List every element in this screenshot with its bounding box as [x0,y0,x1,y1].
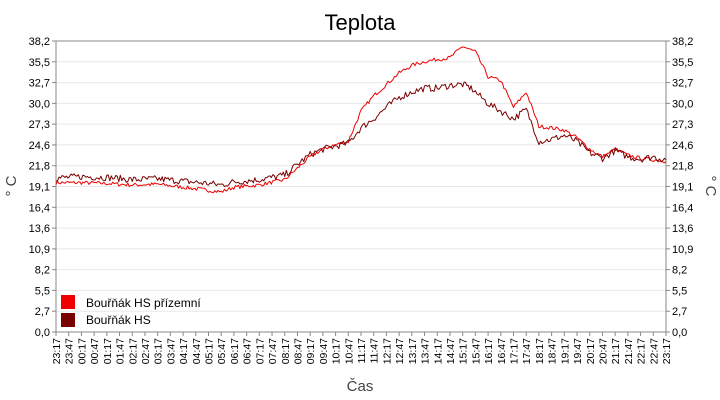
y-tick-label-right: 21,8 [672,161,693,173]
y-axis-label-right: ° C [702,176,719,197]
legend: Bouřňák HS přízemní Bouřňák HS [61,295,201,327]
legend-label-series-2: Bouřňák HS [86,313,151,327]
y-tick-label-right: 35,5 [672,57,693,69]
x-axis-label: Čas [347,378,374,395]
y-tick-label-left: 19,1 [29,182,50,194]
x-tick-label: 03:17 [153,338,165,364]
x-tick-label: 06:17 [229,338,241,364]
x-tick-label: 16:47 [496,338,508,364]
x-tick-label: 11:47 [369,338,381,364]
y-tick-label-right: 24,6 [672,140,693,152]
x-tick-label: 23:47 [64,338,76,364]
x-tick-label: 16:17 [483,338,495,364]
y-axis-label-left: ° C [3,175,20,196]
x-tick-label: 15:47 [470,338,482,364]
y-tick-label-right: 5,5 [672,285,687,297]
x-tick-label: 13:47 [420,338,432,364]
y-tick-label-left: 5,5 [35,285,50,297]
y-tick-label-right: 8,2 [672,265,687,277]
y-axis-right: 0,0 2,7 5,5 8,2 10,9 13,6 16,4 19,1 21,8 24,6 27,3… [666,36,693,339]
y-tick-label-right: 2,7 [672,306,687,318]
x-tick-label: 21:47 [623,338,635,364]
y-tick-label-left: 30,0 [29,98,50,110]
y-tick-label-right: 13,6 [672,223,693,235]
legend-swatch-series-1 [61,295,75,309]
x-tick-label: 03:47 [165,338,177,364]
x-tick-label: 12:17 [381,338,393,364]
x-tick-label: 04:17 [178,338,190,364]
x-tick-label: 22:17 [636,338,648,364]
x-tick-label: 01:47 [115,338,127,364]
y-tick-label-right: 38,2 [672,36,693,48]
x-tick-label: 18:47 [547,338,559,364]
x-tick-label: 00:17 [76,338,88,364]
y-tick-label-left: 21,8 [29,161,50,173]
series-line-1 [55,46,667,194]
x-tick-label: 21:17 [610,338,622,364]
y-tick-label-right: 10,9 [672,244,693,256]
x-tick-label: 17:17 [509,338,521,364]
x-tick-label: 09:47 [318,338,330,364]
x-tick-label: 22:47 [648,338,660,364]
y-tick-label-left: 24,6 [29,140,50,152]
y-tick-label-left: 32,7 [29,78,50,90]
x-tick-label: 17:47 [521,338,533,364]
x-tick-label: 18:17 [534,338,546,364]
x-tick-label: 19:17 [559,338,571,364]
x-tick-label: 01:17 [102,338,114,364]
y-tick-label-left: 8,2 [35,265,50,277]
y-tick-label-right: 30,0 [672,98,693,110]
x-tick-label: 14:17 [432,338,444,364]
x-tick-label: 05:17 [204,338,216,364]
x-tick-label: 13:17 [407,338,419,364]
chart-title: Teplota [325,10,397,35]
y-tick-label-right: 19,1 [672,182,693,194]
y-tick-label-left: 27,3 [29,119,50,131]
x-tick-label: 20:17 [585,338,597,364]
x-tick-label: 08:47 [292,338,304,364]
x-tick-label: 14:47 [445,338,457,364]
x-tick-label: 20:47 [597,338,609,364]
x-tick-label: 15:17 [458,338,470,364]
legend-label-series-1: Bouřňák HS přízemní [86,296,201,310]
x-tick-label: 08:17 [280,338,292,364]
x-tick-label: 02:47 [140,338,152,364]
y-tick-label-right: 27,3 [672,119,693,131]
x-tick-label: 23:17 [51,338,63,364]
grid-lines [56,61,666,312]
x-tick-label: 07:17 [254,338,266,364]
x-tick-label: 05:47 [216,338,228,364]
y-axis-left: 0,0 2,7 5,5 8,2 10,9 13,6 16,4 19,1 21,8 24,6 27,3… [29,36,56,339]
x-tick-label: 23:17 [661,338,673,364]
y-tick-label-left: 10,9 [29,244,50,256]
series-line-2 [55,81,667,187]
y-tick-label-left: 2,7 [35,306,50,318]
x-tick-label: 19:47 [572,338,584,364]
x-tick-label: 11:17 [356,338,368,364]
x-tick-label: 02:17 [127,338,139,364]
legend-swatch-series-2 [61,313,75,327]
y-tick-label-right: 16,4 [672,202,693,214]
x-tick-label: 10:17 [331,338,343,364]
x-tick-label: 00:47 [89,338,101,364]
y-tick-label-left: 35,5 [29,57,50,69]
x-tick-label: 07:47 [267,338,279,364]
y-tick-label-left: 0,0 [35,327,50,339]
y-tick-label-left: 16,4 [29,202,50,214]
x-tick-label: 06:47 [242,338,254,364]
x-tick-label: 09:17 [305,338,317,364]
series-group [55,46,667,194]
y-tick-label-right: 0,0 [672,327,687,339]
y-tick-label-right: 32,7 [672,78,693,90]
x-tick-label: 10:47 [343,338,355,364]
x-tick-label: 04:47 [191,338,203,364]
x-tick-label: 12:47 [394,338,406,364]
x-axis: 23:17 23:47 00:17 00:47 01:17 01:47 02:17 02:47… [51,332,673,364]
y-tick-label-left: 38,2 [29,36,50,48]
y-tick-label-left: 13,6 [29,223,50,235]
